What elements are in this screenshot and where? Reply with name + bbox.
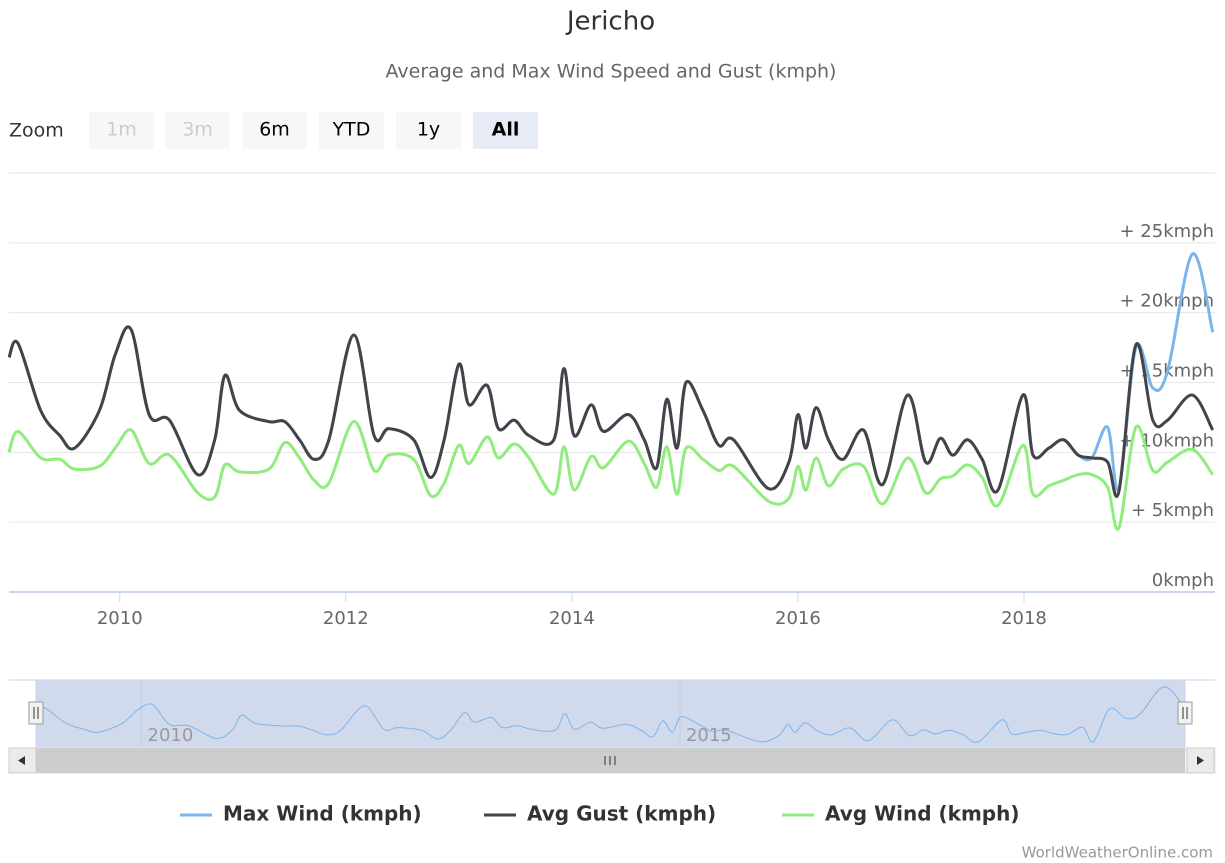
x-tick-label: 2012 — [323, 608, 369, 629]
navigator-mask — [35, 679, 1186, 749]
chart-title: Jericho — [565, 7, 655, 37]
legend-label[interactable]: Max Wind (kmph) — [223, 802, 422, 826]
y-tick-label: + 20kmph — [1120, 291, 1215, 312]
arrow-right — [1197, 756, 1204, 765]
zoom-button-label[interactable]: 1y — [417, 119, 440, 141]
legend-label[interactable]: Avg Gust (kmph) — [527, 802, 716, 826]
zoom-button-label[interactable]: All — [492, 119, 520, 141]
credits[interactable]: WorldWeatherOnline.com — [1022, 844, 1213, 862]
navigator-handle[interactable] — [28, 701, 44, 725]
navigator-line — [35, 686, 1184, 743]
zoom-button[interactable] — [319, 112, 384, 149]
x-tick-label: 2014 — [549, 608, 595, 629]
x-tick-label: 2016 — [775, 608, 821, 629]
series-line — [7, 420, 1214, 531]
zoom-button-label[interactable]: YTD — [332, 119, 371, 141]
series-line — [7, 325, 1215, 498]
y-tick-label: + 5kmph — [1131, 500, 1214, 521]
y-tick-label: 0kmph — [1152, 570, 1214, 591]
navigator-tick-label: 2015 — [686, 725, 732, 746]
zoom-button-label[interactable]: 6m — [259, 119, 290, 141]
zoom-button[interactable] — [473, 112, 538, 149]
zoom-button[interactable] — [242, 112, 307, 149]
chart-subtitle: Average and Max Wind Speed and Gust (kmp… — [386, 61, 837, 83]
zoom-button — [89, 112, 154, 149]
zoom-label: Zoom — [9, 120, 64, 142]
legend-label[interactable]: Avg Wind (kmph) — [825, 802, 1020, 826]
zoom-button[interactable] — [396, 112, 461, 149]
arrow-left — [18, 756, 25, 765]
navigator-handle[interactable] — [1177, 701, 1193, 725]
zoom-button — [165, 112, 230, 149]
x-tick-label: 2010 — [97, 608, 143, 629]
x-tick-label: 2018 — [1001, 608, 1047, 629]
navigator-tick-label: 2010 — [148, 725, 194, 746]
zoom-button-label: 1m — [106, 119, 137, 141]
zoom-button-label: 3m — [182, 119, 213, 141]
scrollbar-left-button[interactable] — [8, 747, 37, 774]
y-tick-label: + 25kmph — [1120, 221, 1215, 242]
